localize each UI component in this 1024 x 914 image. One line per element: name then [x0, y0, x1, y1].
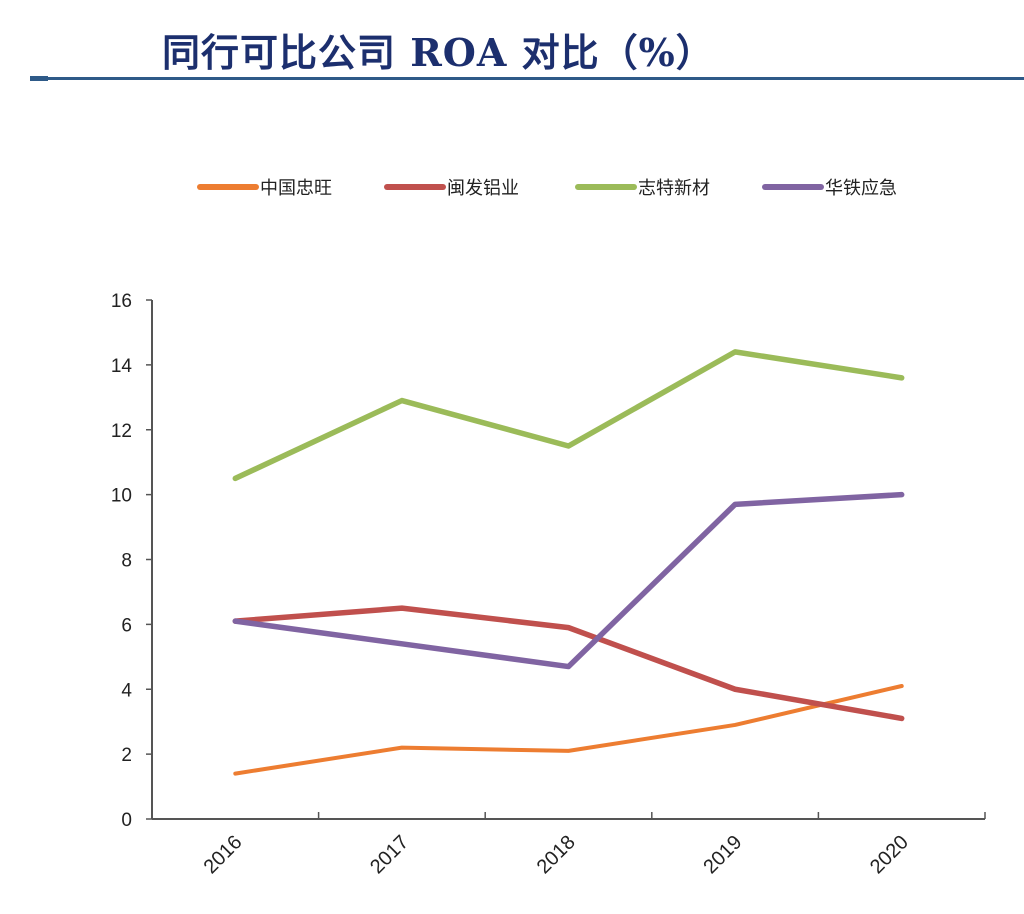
y-tick-label: 10: [111, 486, 132, 507]
legend-label: 闽发铝业: [447, 178, 519, 198]
title-divider: [30, 77, 1024, 80]
y-tick-label: 6: [121, 615, 132, 636]
chart-title: 同行可比公司 ROA 对比（%）: [162, 30, 715, 75]
legend-label: 华铁应急: [825, 178, 897, 198]
legend-label: 志特新材: [638, 178, 710, 198]
y-tick-label: 0: [121, 810, 132, 831]
x-tick-label: 2017: [366, 831, 413, 878]
series-line-3: [232, 349, 905, 482]
y-tick-label: 14: [111, 356, 133, 377]
x-tick-label: 2016: [200, 831, 247, 878]
series-line-4: [232, 491, 905, 670]
y-tick-label: 16: [111, 291, 132, 312]
y-tick-label: 4: [121, 680, 132, 701]
x-tick-label: 2018: [533, 831, 580, 878]
title-divider-accent: [30, 76, 48, 81]
x-tick-label: 2019: [699, 831, 746, 878]
x-tick-label: 2020: [866, 831, 913, 878]
legend-label: 中国忠旺: [260, 178, 332, 198]
y-tick-label: 8: [121, 551, 132, 572]
y-tick-label: 2: [121, 745, 132, 766]
y-tick-label: 12: [111, 421, 132, 442]
